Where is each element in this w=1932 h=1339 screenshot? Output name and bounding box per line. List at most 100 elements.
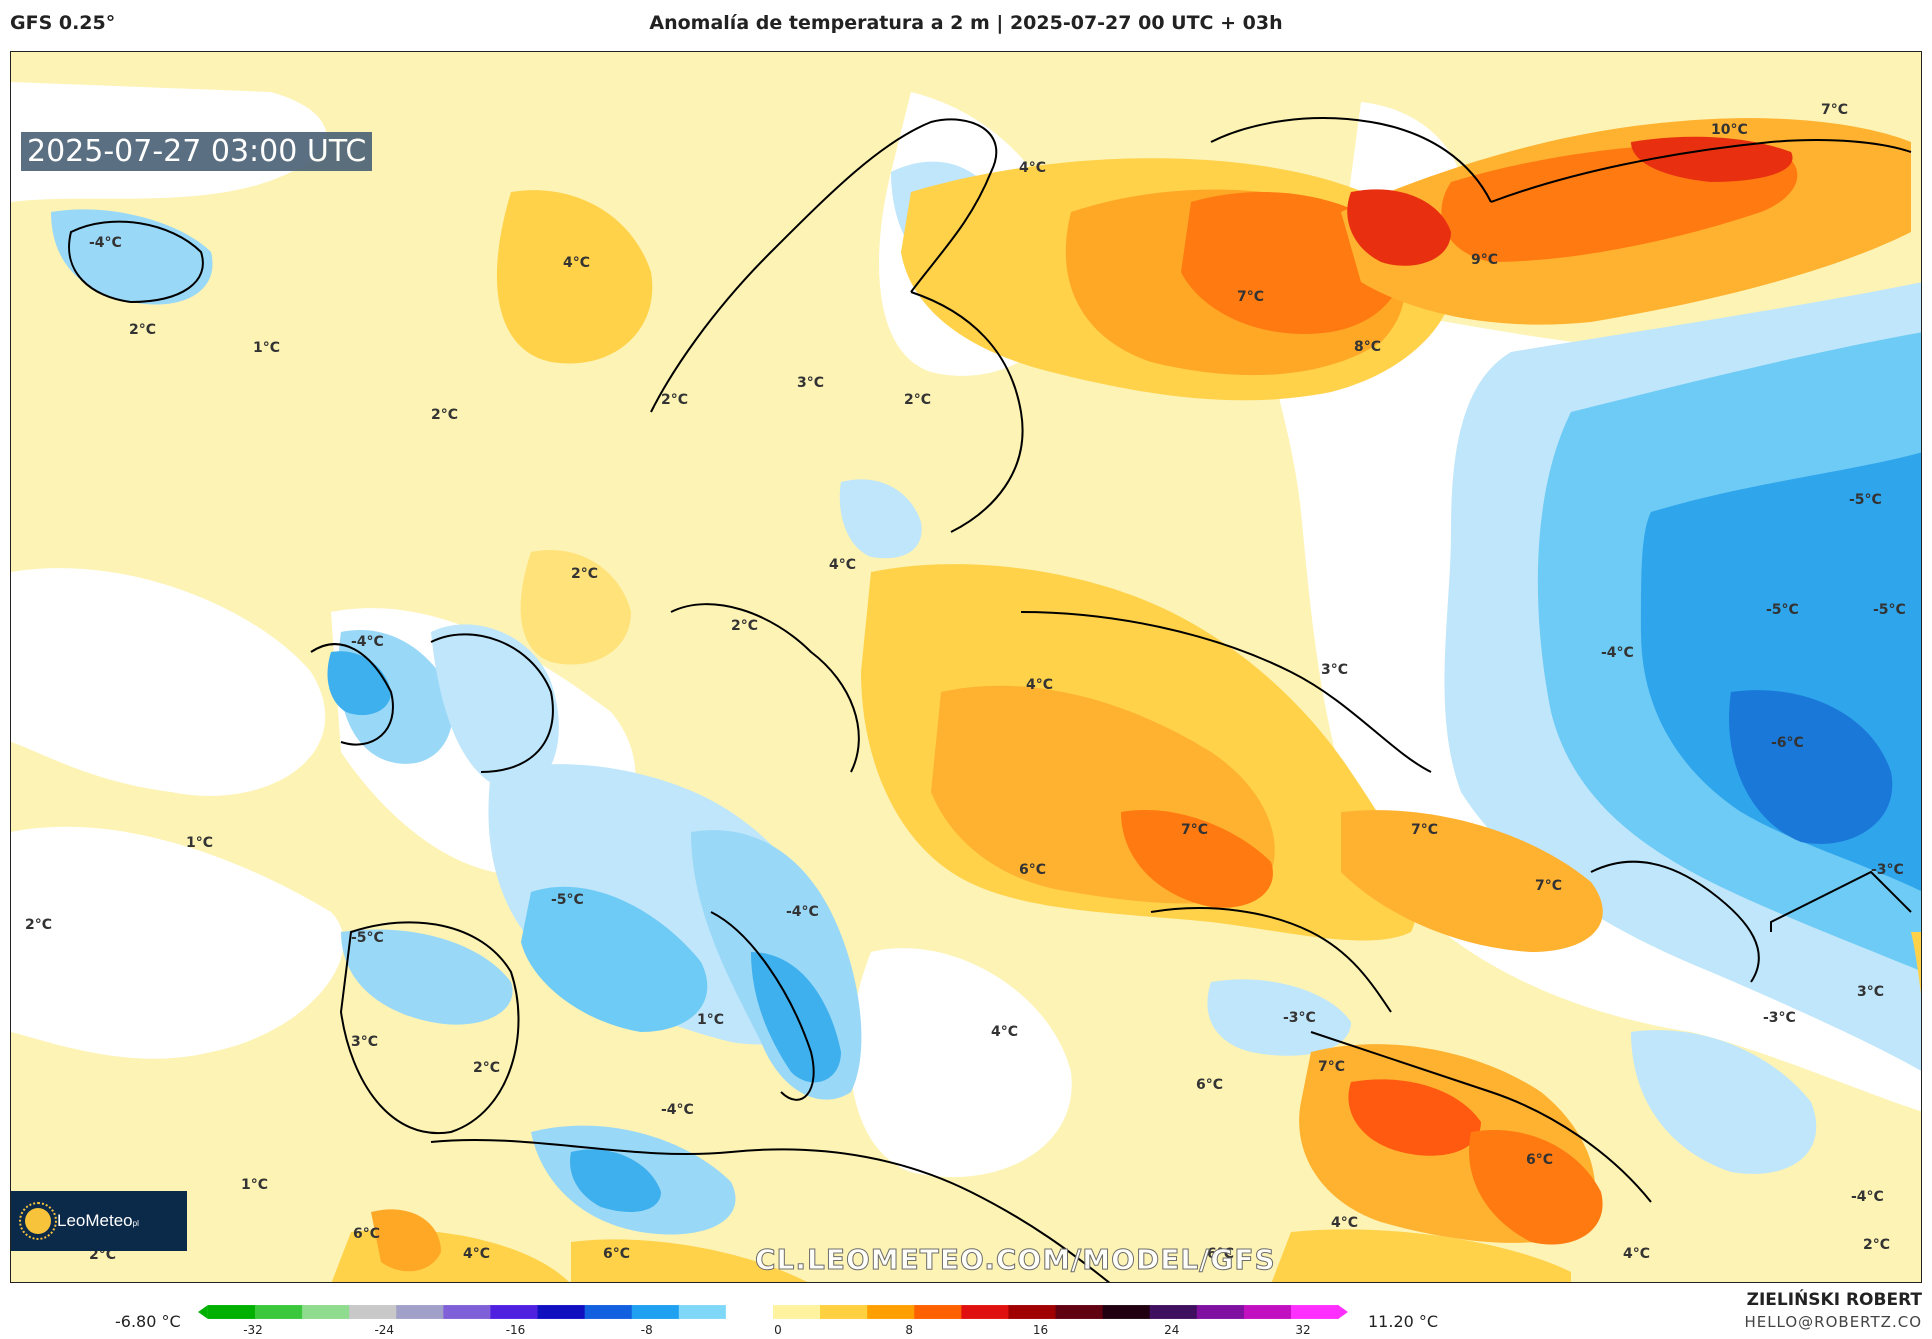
colorbar-swatch xyxy=(1196,1305,1245,1319)
map-label: -4°C xyxy=(89,235,122,251)
map-label: 4°C xyxy=(991,1024,1019,1040)
colorbar-swatch xyxy=(443,1305,491,1319)
map-label: -3°C xyxy=(1283,1010,1316,1026)
colorbar-max-label: 11.20 °C xyxy=(1368,1312,1439,1331)
colorbar-left-arrow xyxy=(198,1305,208,1319)
colorbar-tick-label: -8 xyxy=(640,1323,653,1337)
map-label: -5°C xyxy=(1873,602,1906,618)
map-label: 1°C xyxy=(697,1012,725,1028)
map-label: 2°C xyxy=(731,618,759,634)
colorbar-swatch xyxy=(678,1305,727,1319)
map-label: 10°C xyxy=(1711,122,1748,138)
model-name: GFS 0.25° xyxy=(10,12,116,34)
map-label: 4°C xyxy=(1331,1215,1359,1231)
colorbar-swatch xyxy=(490,1305,539,1319)
colorbar-tick-label: -24 xyxy=(374,1323,395,1337)
colorbar-swatch xyxy=(1243,1305,1292,1319)
map-label: -4°C xyxy=(661,1102,694,1118)
map-label: -3°C xyxy=(1763,1010,1796,1026)
colorbar-tick-label: 16 xyxy=(1032,1323,1049,1337)
map-label: 1°C xyxy=(241,1177,269,1193)
map-label: -4°C xyxy=(351,634,384,650)
map-label: 7°C xyxy=(1181,822,1209,838)
map-label: 4°C xyxy=(563,255,591,271)
map-label: 6°C xyxy=(1526,1152,1554,1168)
map-label: 2°C xyxy=(473,1060,501,1076)
map-label: 4°C xyxy=(1019,160,1047,176)
colorbar-swatch xyxy=(773,1305,821,1319)
map-label: -3°C xyxy=(1871,862,1904,878)
map-label: 2°C xyxy=(661,392,689,408)
map-label: 7°C xyxy=(1318,1059,1346,1075)
map-label: 1°C xyxy=(253,340,281,356)
map-label: 3°C xyxy=(1857,984,1885,1000)
map-label: 2°C xyxy=(571,566,599,582)
map-label: 6°C xyxy=(1207,1246,1235,1262)
map-label: 2°C xyxy=(129,322,157,338)
colorbar-swatch xyxy=(396,1305,444,1319)
colorbar-tick-label: 24 xyxy=(1164,1323,1180,1337)
colorbar-swatch xyxy=(1102,1305,1151,1319)
colorbar-swatch xyxy=(1008,1305,1057,1319)
map-label: 2°C xyxy=(1863,1237,1891,1253)
timestamp-badge: 2025-07-27 03:00 UTC xyxy=(21,132,373,171)
map-label: 6°C xyxy=(1019,862,1047,878)
anomaly-field xyxy=(11,52,1921,1282)
colorbar-tick-label: -16 xyxy=(505,1323,526,1337)
colorbar-swatch xyxy=(349,1305,397,1319)
author-email: HELLO@ROBERTZ.CO xyxy=(1744,1313,1922,1331)
map-area: 2025-07-27 03:00 UTC -4°C 2°C 1°C 4°C 2°… xyxy=(10,51,1922,1283)
colorbar-swatch xyxy=(820,1305,868,1319)
colorbar-min-label: -6.80 °C xyxy=(115,1312,181,1331)
map-label: 4°C xyxy=(463,1246,491,1262)
colorbar-swatch xyxy=(207,1305,256,1319)
map-label: 3°C xyxy=(351,1034,379,1050)
map-label: 7°C xyxy=(1821,102,1849,118)
map-label: 9°C xyxy=(1471,252,1499,268)
leometeo-logo: LeoMeteopl xyxy=(11,1191,187,1251)
sun-icon xyxy=(19,1202,57,1240)
map-label: 7°C xyxy=(1535,878,1563,894)
map-label: 2°C xyxy=(904,392,932,408)
colorbar-swatch xyxy=(1055,1305,1104,1319)
map-label: 3°C xyxy=(797,375,825,391)
colorbar-swatch xyxy=(537,1305,586,1319)
map-label: -4°C xyxy=(786,904,819,920)
colorbar-swatch xyxy=(867,1305,915,1319)
author-name: ZIELIŃSKI ROBERT xyxy=(1746,1290,1922,1310)
map-label: -5°C xyxy=(351,930,384,946)
watermark-url: CL.LEOMETEO.COM/MODEL/GFS xyxy=(755,1243,1276,1277)
map-label: 4°C xyxy=(829,557,857,573)
colorbar-swatch xyxy=(1149,1305,1198,1319)
map-label: 8°C xyxy=(1354,339,1382,355)
map-label: 6°C xyxy=(353,1226,381,1242)
colorbar xyxy=(198,1305,1348,1319)
map-label: -5°C xyxy=(1849,492,1882,508)
map-label: 1°C xyxy=(186,835,214,851)
map-label: 4°C xyxy=(1623,1246,1651,1262)
colorbar-tick-label: 0 xyxy=(774,1323,782,1337)
colorbar-tick-label: 32 xyxy=(1295,1323,1311,1337)
map-label: 7°C xyxy=(1411,822,1439,838)
map-label: -4°C xyxy=(1601,645,1634,661)
map-label: -4°C xyxy=(1851,1189,1884,1205)
map-label: 3°C xyxy=(1321,662,1349,678)
colorbar-swatch xyxy=(255,1305,303,1319)
map-label: 7°C xyxy=(1237,289,1265,305)
colorbar-swatch xyxy=(914,1305,962,1319)
colorbar-swatch xyxy=(584,1305,633,1319)
map-label: 2°C xyxy=(25,917,53,933)
colorbar-swatch xyxy=(1290,1305,1339,1319)
colorbar-tick-label: -32 xyxy=(243,1323,263,1337)
colorbar-tick-label: 8 xyxy=(905,1323,914,1337)
map-label: 2°C xyxy=(89,1247,117,1263)
logo-text: LeoMeteopl xyxy=(57,1211,139,1230)
map-title: Anomalía de temperatura a 2 m | 2025-07-… xyxy=(649,12,1283,34)
colorbar-right-arrow xyxy=(1338,1305,1348,1319)
map-label: 6°C xyxy=(603,1246,631,1262)
map-label: -5°C xyxy=(551,892,584,908)
colorbar-swatch xyxy=(631,1305,680,1319)
map-label: 6°C xyxy=(1196,1077,1224,1093)
colorbar-swatch xyxy=(302,1305,350,1319)
colorbar-swatch xyxy=(961,1305,1009,1319)
